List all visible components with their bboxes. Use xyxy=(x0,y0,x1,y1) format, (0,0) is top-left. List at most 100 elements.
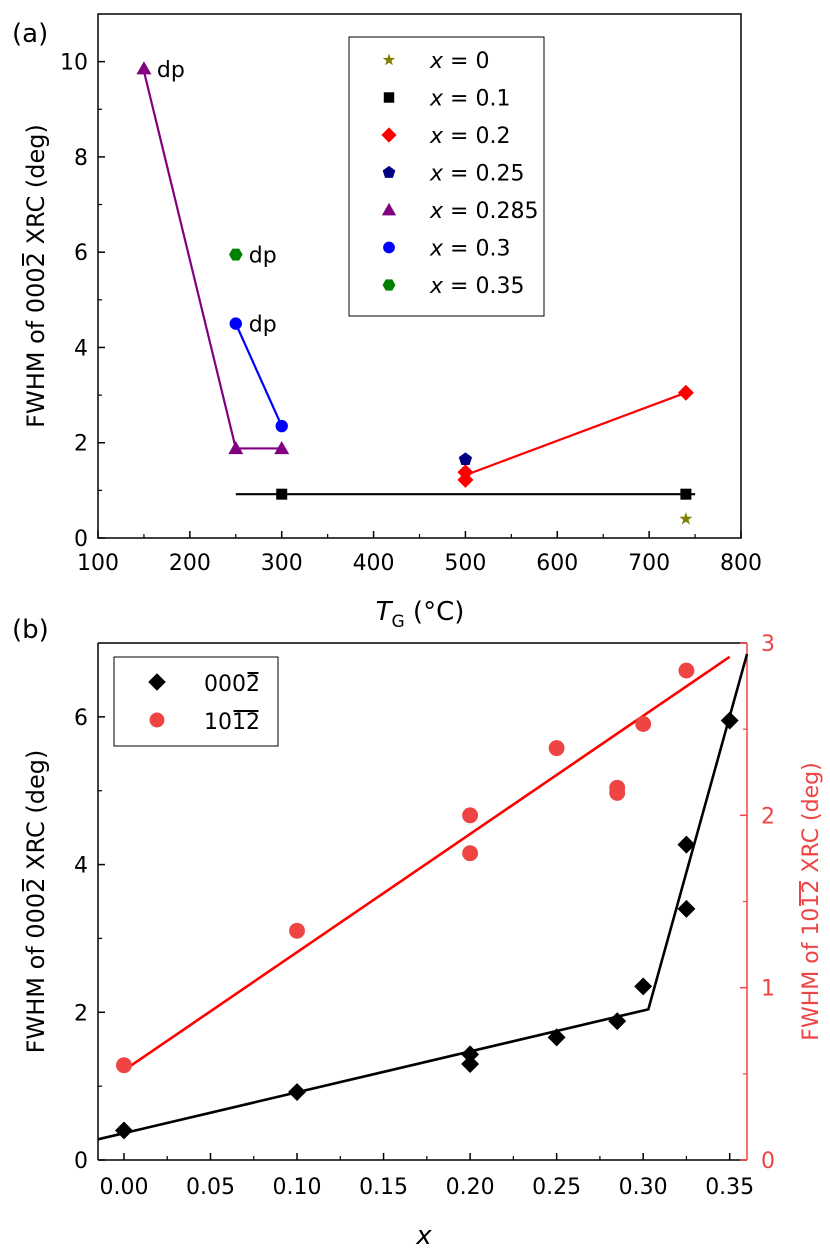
legend-value: 0.285 xyxy=(475,199,538,224)
x-tick-label-b: 0.20 xyxy=(446,1175,495,1200)
x-tick-label-a: 300 xyxy=(261,551,303,576)
legend-var: x xyxy=(429,237,444,262)
legend-value: 0.35 xyxy=(475,274,524,299)
legend-marker-a xyxy=(382,165,396,178)
legend-marker-b xyxy=(148,673,166,691)
x-tick-label-a: 700 xyxy=(628,551,670,576)
x-tick-label-b: 0.05 xyxy=(186,1175,235,1200)
data-point-b xyxy=(116,1057,132,1074)
x-axis-label-a: TG (°C) xyxy=(376,597,465,632)
data-point-b xyxy=(720,711,739,730)
y-label-pre: FWHM of 000 xyxy=(22,893,50,1054)
fit-line-b xyxy=(123,655,731,1072)
dp-annotation: dp xyxy=(157,58,185,83)
legend-equals: = xyxy=(443,87,475,112)
panel-a-label: (a) xyxy=(12,19,48,49)
legend-equals: = xyxy=(443,274,475,299)
legend-value: 0.2 xyxy=(475,124,510,149)
x-tick-label-b: 0.15 xyxy=(359,1175,408,1200)
y-tick-label-a: 8 xyxy=(74,146,88,171)
y2-label-post: XRC (deg) xyxy=(799,762,824,879)
y-axis-label-b: FWHM of 0002 XRC (deg) xyxy=(22,750,50,1054)
x-tick-label-a: 400 xyxy=(353,551,395,576)
legend-equals: = xyxy=(443,237,475,262)
y2-tick-label-b: 2 xyxy=(761,804,775,829)
legend-marker-a xyxy=(383,92,395,103)
y-tick-label-a: 2 xyxy=(74,432,88,457)
data-point-b xyxy=(115,1121,133,1140)
y2-tick-label-b: 3 xyxy=(761,632,775,657)
data-point-b xyxy=(548,740,565,757)
legend-entry-a: x = 0.35 xyxy=(429,274,524,299)
legend-marker-a xyxy=(383,241,395,254)
legend-entry-b: 0002 xyxy=(204,672,260,697)
legend-entry-b: 1012 xyxy=(204,710,260,735)
x-tick-label-a: 100 xyxy=(77,551,119,576)
trend-line-a xyxy=(465,391,687,477)
legend-marker-a xyxy=(381,127,397,143)
x-label-sub: G xyxy=(391,612,404,632)
x-tick-label-b: 0.30 xyxy=(619,1175,668,1200)
y2-label-pre: FWHM of 10 xyxy=(799,908,824,1041)
trend-line-a xyxy=(234,323,283,427)
y-label-pre: FWHM of 000 xyxy=(22,267,50,428)
legend-name-pre: 000 xyxy=(204,672,246,697)
legend-box-a xyxy=(348,36,545,317)
legend-entry-a: x = 0.285 xyxy=(429,199,538,224)
y-tick-label-b: 2 xyxy=(74,1001,88,1026)
legend-marker-b xyxy=(149,712,165,728)
data-point-a xyxy=(274,440,290,455)
legend-marker-a xyxy=(382,279,396,291)
legend-var: x xyxy=(429,87,444,112)
data-point-a xyxy=(228,440,244,455)
legend-name-bar: 2 xyxy=(246,672,260,697)
x-tick-label-b: 0.35 xyxy=(705,1175,754,1200)
data-point-a xyxy=(679,511,693,525)
legend-value: 0.25 xyxy=(475,162,524,187)
legend-var: x xyxy=(429,274,444,299)
data-point-b xyxy=(289,922,305,939)
data-point-b xyxy=(547,1028,566,1047)
x-label-var: T xyxy=(376,597,394,627)
legend-marker-a xyxy=(382,53,396,66)
data-point-b xyxy=(462,845,479,862)
y-label-post: XRC (deg) xyxy=(22,750,50,878)
x-label-unit: (°C) xyxy=(405,597,465,627)
legend-var: x xyxy=(429,124,444,149)
data-point-a xyxy=(677,384,694,401)
legend-value: 0.1 xyxy=(475,87,510,112)
legend-entry-a: x = 0 xyxy=(429,49,489,74)
legend-name-pre: 10 xyxy=(204,710,232,735)
data-point-b xyxy=(634,977,653,996)
x-tick-label-a: 600 xyxy=(536,551,578,576)
panel-b: (b)0.00 0.05 0.10 0.15 0.20 0.25 0.30 0.3502460… xyxy=(12,615,824,1251)
y-tick-label-a: 10 xyxy=(60,51,88,76)
legend-equals: = xyxy=(443,199,475,224)
y-tick-label-b: 6 xyxy=(74,706,88,731)
legend-var: x xyxy=(429,49,444,74)
y-tick-label-b: 0 xyxy=(74,1149,88,1174)
y-axis-label-b-text: FWHM of 0002 XRC (deg) xyxy=(22,750,50,1054)
legend-name-bar: 12 xyxy=(232,710,260,735)
data-point-a xyxy=(457,464,474,481)
data-point-a xyxy=(229,317,242,330)
panel-b-label: (b) xyxy=(12,615,49,645)
y-label-post: XRC (deg) xyxy=(22,124,50,252)
y2-axis-label-b-text: FWHM of 1012 XRC (deg) xyxy=(799,762,824,1040)
data-point-b xyxy=(461,1045,480,1064)
data-point-b xyxy=(462,807,479,824)
data-point-a xyxy=(228,248,243,261)
y2-tick-label-b: 1 xyxy=(761,977,775,1002)
legend-equals: = xyxy=(443,124,475,149)
legend-entry-a: x = 0.1 xyxy=(429,87,510,112)
x-axis-label-b: x xyxy=(415,1221,432,1251)
legend-equals: = xyxy=(443,49,475,74)
x-tick-label-b: 0.00 xyxy=(99,1175,148,1200)
y-tick-label-a: 6 xyxy=(74,241,88,266)
y-axis-label-a-text: FWHM of 0002 XRC (deg) xyxy=(22,124,50,428)
legend-value: 0 xyxy=(475,49,489,74)
legend-b: 0002 1012 xyxy=(113,656,279,747)
y-axis-label-a: FWHM of 0002 XRC (deg) xyxy=(22,124,50,428)
legend-box-b xyxy=(113,656,279,747)
